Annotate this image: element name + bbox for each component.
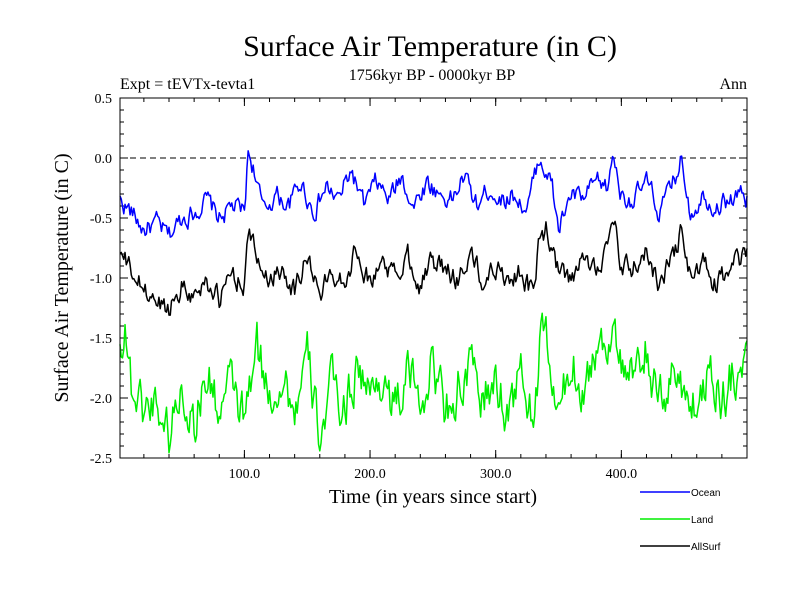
chart-title: Surface Air Temperature (in C) — [243, 30, 617, 63]
y-tick-label: -2.0 — [90, 392, 112, 407]
y-tick-label: -1.0 — [90, 272, 112, 287]
series-line-land — [119, 312, 748, 454]
season-label: Ann — [719, 76, 747, 93]
legend: Ocean Land AllSurf — [640, 488, 721, 553]
y-axis-label: Surface Air Temperature (in C) — [51, 153, 73, 402]
y-tick-label: -1.5 — [90, 332, 112, 347]
plot-frame — [119, 97, 748, 459]
series-line-ocean — [119, 150, 748, 238]
experiment-label: Expt = tEVTx-tevta1 — [120, 76, 255, 93]
axis-ticks: -2.5 -2.0 -1.5 -1.0 -0.5 0.0 0.5 100.0 200.0 300.… — [90, 92, 747, 482]
x-tick-label: 100.0 — [229, 467, 261, 482]
x-axis-label: Time (in years since start) — [329, 486, 537, 508]
y-tick-label: 0.0 — [95, 152, 113, 167]
y-tick-label: -0.5 — [90, 212, 112, 227]
x-tick-label: 300.0 — [480, 467, 512, 482]
y-tick-label: -2.5 — [90, 452, 112, 467]
series-lines — [119, 150, 748, 454]
y-tick-label: 0.5 — [95, 92, 113, 107]
chart-subtitle: 1756kyr BP - 0000kyr BP — [349, 67, 516, 84]
legend-label-ocean: Ocean — [691, 488, 720, 499]
legend-label-land: Land — [691, 515, 713, 526]
x-tick-label: 400.0 — [606, 467, 638, 482]
legend-label-allsurf: AllSurf — [691, 542, 721, 553]
series-line-allsurf — [119, 220, 748, 316]
x-tick-label: 200.0 — [354, 467, 386, 482]
